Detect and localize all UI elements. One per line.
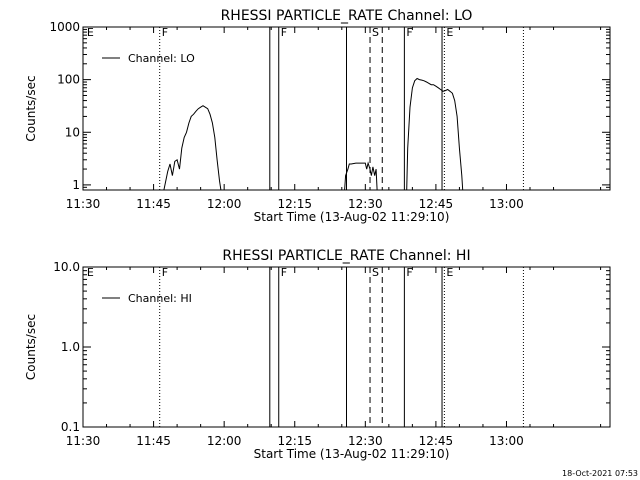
marker-label: F	[406, 26, 412, 39]
marker-label: S	[372, 26, 379, 39]
x-tick-label: 11:30	[66, 434, 101, 448]
y-tick-label: 0.1	[61, 420, 80, 434]
x-tick-label: 12:15	[277, 197, 312, 211]
marker-label: E	[446, 26, 453, 39]
x-tick-label: 11:45	[136, 197, 171, 211]
y-axis-title: Counts/sec	[24, 314, 38, 380]
y-tick-label: 1.0	[61, 340, 80, 354]
x-tick-label: 12:30	[348, 434, 383, 448]
x-tick-label: 12:30	[348, 197, 383, 211]
x-tick-label: 11:45	[136, 434, 171, 448]
x-tick-label: 13:00	[489, 434, 524, 448]
marker-label: F	[406, 266, 412, 279]
y-tick-label: 1000	[49, 20, 80, 34]
y-tick-label: 10	[65, 125, 80, 139]
legend-label: Channel: LO	[128, 52, 195, 65]
x-axis-title: Start Time (13-Aug-02 11:29:10)	[254, 210, 450, 224]
panel-hi-channel: RHESSI PARTICLE_RATE Channel: HI 11:30 11:…	[24, 248, 611, 461]
series-line	[163, 105, 222, 191]
marker-label: S	[372, 266, 379, 279]
footer-timestamp: 18-Oct-2021 07:53	[562, 469, 638, 478]
x-axis-title: Start Time (13-Aug-02 11:29:10)	[254, 447, 450, 461]
y-axis-title: Counts/sec	[24, 75, 38, 141]
marker-label: E	[87, 26, 94, 39]
chart-title: RHESSI PARTICLE_RATE Channel: LO	[221, 8, 473, 24]
x-tick-label: 12:15	[277, 434, 312, 448]
legend-label: Channel: HI	[128, 292, 192, 305]
marker-label: F	[281, 26, 287, 39]
y-tick-label: 10.0	[53, 260, 80, 274]
x-tick-label: 12:45	[419, 197, 454, 211]
chart-title: RHESSI PARTICLE_RATE Channel: HI	[222, 248, 470, 264]
x-tick-label: 12:00	[207, 197, 242, 211]
x-tick-label: 11:30	[66, 197, 101, 211]
y-tick-label: 100	[57, 73, 80, 87]
x-tick-label: 12:45	[419, 434, 454, 448]
y-tick-label: 1	[72, 178, 80, 192]
x-tick-label: 12:00	[207, 434, 242, 448]
x-tick-label: 13:00	[489, 197, 524, 211]
panel-lo-channel: RHESSI PARTICLE_RATE Channel: LO 11:30 11:…	[24, 8, 611, 224]
series-line	[344, 161, 378, 191]
marker-label: F	[281, 266, 287, 279]
marker-label: E	[87, 266, 94, 279]
series-line	[406, 77, 464, 191]
marker-label: F	[162, 266, 168, 279]
marker-label: E	[446, 266, 453, 279]
marker-label: F	[162, 26, 168, 39]
